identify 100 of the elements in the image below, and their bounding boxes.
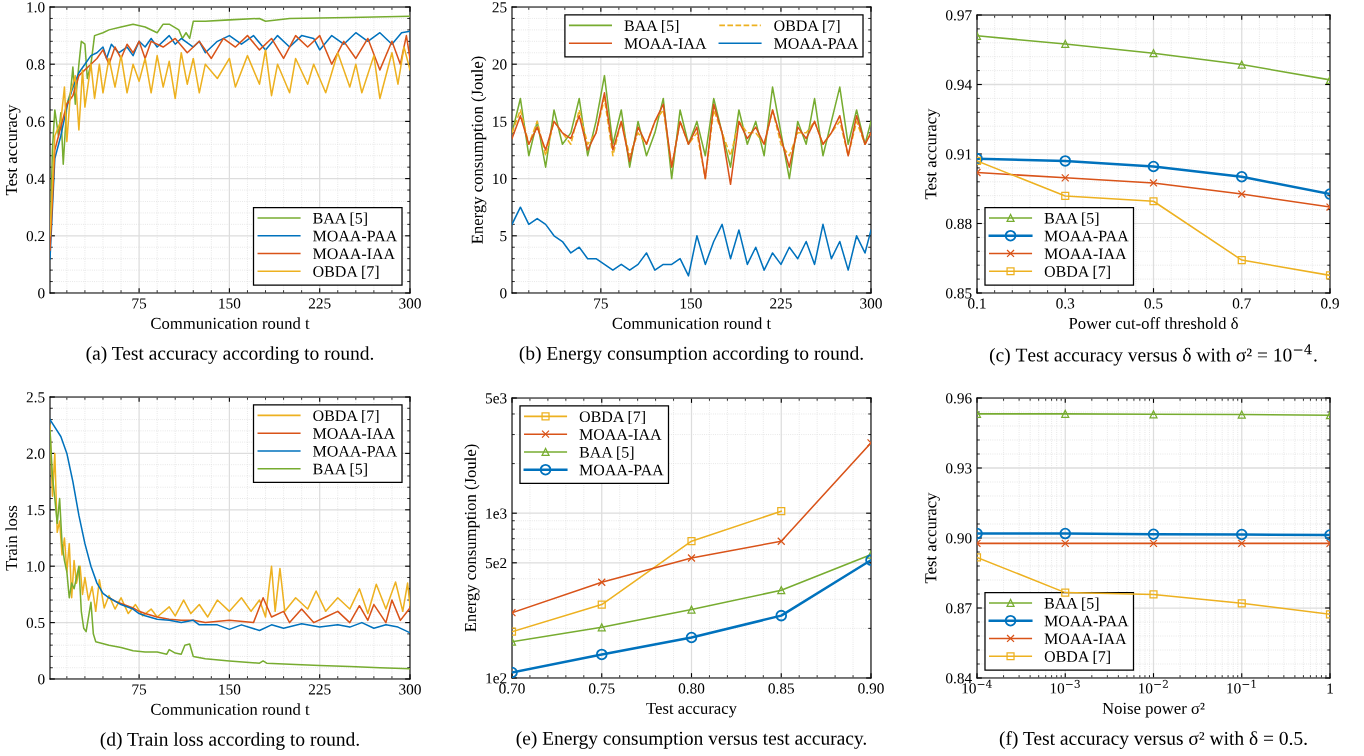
y-tick-label: 0.88 bbox=[945, 218, 972, 230]
point bbox=[1061, 409, 1070, 418]
x-axis-title: Communication round t bbox=[151, 317, 310, 329]
y-tick-label: 25 bbox=[492, 2, 507, 13]
legend-label: OBDA [7] bbox=[1044, 265, 1110, 279]
y-tick-label: 2.0 bbox=[26, 448, 45, 459]
y-tick-label: 0 bbox=[500, 288, 507, 299]
legend-label: OBDA [7] bbox=[579, 410, 645, 425]
legend-label: MOAA-PAA bbox=[579, 464, 664, 476]
point bbox=[775, 609, 788, 622]
y-tick-label: 1e3 bbox=[486, 508, 507, 519]
y-tick-label: 0.2 bbox=[26, 230, 45, 242]
point bbox=[1061, 173, 1070, 182]
point bbox=[595, 648, 608, 661]
point bbox=[687, 537, 696, 546]
point bbox=[1061, 588, 1070, 597]
legend-label: BAA [5] bbox=[313, 212, 367, 226]
y-tick-label: 0 bbox=[38, 288, 45, 299]
legend-label: BAA [5] bbox=[579, 446, 634, 460]
x-axis-title: Noise power σ² bbox=[1102, 702, 1205, 718]
y-tick-label: 0.93 bbox=[945, 463, 972, 474]
line-series bbox=[50, 430, 410, 670]
x-tick-label: 300 bbox=[399, 684, 421, 695]
text: (f) Test accuracy versus σ² with δ = 0.5. bbox=[999, 731, 1307, 749]
legend-label: MOAA-PAA bbox=[1044, 230, 1129, 242]
y-tick-label: 0 bbox=[38, 674, 45, 685]
y-tick-label: 0.85 bbox=[945, 288, 972, 299]
x-tick-label: 0.3 bbox=[1056, 298, 1075, 309]
x-tick-label: 150 bbox=[219, 298, 241, 309]
x-tick-label: 75 bbox=[132, 684, 147, 695]
x-tick-label: 75 bbox=[132, 298, 147, 309]
x-tick-label: 0.80 bbox=[678, 683, 705, 694]
x-tick-label: 0.75 bbox=[588, 683, 615, 694]
point bbox=[1059, 155, 1072, 167]
y-axis-title: Energy consumption (Joule) bbox=[471, 56, 487, 244]
point bbox=[1149, 197, 1158, 206]
legend-label: MOAA-PAA bbox=[1044, 615, 1129, 627]
point bbox=[777, 586, 786, 595]
y-axis-title: Test accuracy bbox=[925, 108, 940, 200]
point bbox=[1235, 528, 1248, 541]
x-tick-label: 0.85 bbox=[768, 683, 795, 694]
point bbox=[1237, 189, 1246, 199]
point bbox=[777, 507, 786, 516]
x-tick-label: 0.7 bbox=[1232, 298, 1251, 309]
y-tick-label: 0.6 bbox=[26, 116, 45, 127]
y-axis-title: Train loss bbox=[5, 505, 18, 571]
point bbox=[1235, 170, 1248, 183]
point bbox=[1149, 539, 1158, 548]
y-tick-label: 0.5 bbox=[26, 617, 45, 629]
x-tick-label: 225 bbox=[308, 298, 331, 309]
point bbox=[1147, 528, 1160, 541]
y-tick-label: 15 bbox=[493, 116, 507, 127]
x-tick-label: 10$^{−2}$ bbox=[1139, 679, 1168, 694]
y-tick-label: 0.90 bbox=[945, 533, 972, 544]
x-axis-title: Communication round t bbox=[612, 317, 772, 329]
point bbox=[1237, 539, 1246, 548]
x-tick-label: 150 bbox=[680, 298, 702, 309]
legend-label: MOAA-IAA bbox=[313, 428, 395, 439]
y-tick-label: 5e2 bbox=[485, 557, 507, 569]
point bbox=[597, 623, 606, 632]
legend-label: OBDA [7] bbox=[313, 265, 379, 279]
legend-label: BAA [5] bbox=[313, 463, 367, 477]
y-tick-label: 5 bbox=[500, 231, 507, 242]
x-tick-label: 0.1 bbox=[968, 298, 986, 309]
point bbox=[1149, 590, 1158, 599]
legend-label: MOAA-IAA bbox=[313, 248, 395, 260]
y-tick-label: 5e3 bbox=[485, 393, 507, 404]
y-tick-label: 1e2 bbox=[486, 673, 507, 684]
point bbox=[1061, 191, 1070, 201]
x-tick-label: 300 bbox=[860, 298, 882, 309]
point bbox=[1237, 410, 1246, 419]
y-tick-label: 0.94 bbox=[945, 79, 972, 91]
x-tick-label: 0.70 bbox=[499, 683, 525, 694]
legend-label: OBDA [7] bbox=[1044, 650, 1110, 664]
x-tick-label: 150 bbox=[219, 684, 241, 695]
legend-label: MOAA-IAA bbox=[1044, 633, 1127, 645]
text: (b) Energy consumption according to round. bbox=[519, 346, 863, 364]
x-tick-label: 10$^{−3}$ bbox=[1050, 679, 1080, 694]
point bbox=[597, 600, 606, 609]
text: (e) Energy consumption versus test accuracy. bbox=[516, 731, 866, 749]
legend-label: MOAA-PAA bbox=[313, 230, 398, 242]
point bbox=[1059, 527, 1072, 540]
y-tick-label: 0.97 bbox=[945, 10, 972, 21]
point bbox=[1237, 599, 1246, 608]
legend-label: MOAA-IAA bbox=[579, 429, 662, 440]
point bbox=[1237, 60, 1246, 69]
y-axis-title: Energy consumption (Joule) bbox=[464, 444, 480, 632]
legend-label: BAA [5] bbox=[1044, 212, 1099, 226]
x-tick-label: 1 bbox=[1327, 683, 1333, 694]
legend-label: MOAA-PAA bbox=[774, 38, 859, 49]
y-tick-label: 0.8 bbox=[26, 59, 45, 70]
point bbox=[777, 537, 786, 546]
legend-label: MOAA-PAA bbox=[313, 445, 398, 457]
y-tick-label: 1.0 bbox=[27, 561, 45, 572]
point bbox=[1147, 160, 1160, 173]
point bbox=[687, 553, 696, 563]
x-tick-label: 0.90 bbox=[858, 683, 884, 694]
y-tick-label: 20 bbox=[492, 59, 507, 70]
x-axis-title: Test accuracy bbox=[646, 702, 737, 718]
y-tick-label: 0.87 bbox=[945, 603, 972, 614]
